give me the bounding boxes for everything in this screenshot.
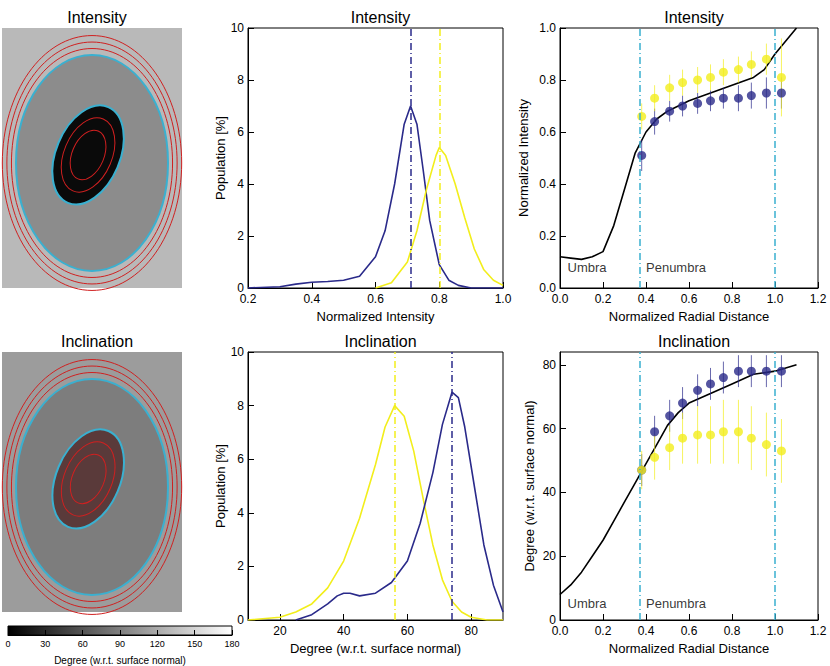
- svg-text:1.0: 1.0: [539, 21, 556, 35]
- svg-text:0.6: 0.6: [681, 292, 698, 306]
- svg-text:6: 6: [237, 125, 244, 139]
- svg-text:Normalized Radial Distance: Normalized Radial Distance: [609, 309, 769, 324]
- svg-text:0: 0: [237, 281, 244, 295]
- svg-text:Penumbra: Penumbra: [646, 260, 707, 275]
- svg-text:4: 4: [237, 177, 244, 191]
- svg-text:Population [%]: Population [%]: [213, 444, 228, 528]
- svg-text:0.2: 0.2: [595, 292, 612, 306]
- svg-text:6: 6: [237, 452, 244, 466]
- svg-text:1.2: 1.2: [810, 292, 827, 306]
- svg-text:60: 60: [543, 422, 557, 436]
- svg-text:Inclination: Inclination: [61, 333, 133, 350]
- svg-text:0.0: 0.0: [552, 292, 569, 306]
- svg-text:10: 10: [231, 345, 245, 359]
- svg-text:2: 2: [237, 229, 244, 243]
- svg-text:Normalized Radial Distance: Normalized Radial Distance: [609, 641, 769, 656]
- svg-text:0: 0: [237, 613, 244, 627]
- svg-text:0.8: 0.8: [724, 292, 741, 306]
- svg-text:Intensity: Intensity: [351, 9, 411, 26]
- svg-text:Umbra: Umbra: [568, 596, 608, 611]
- svg-text:1.0: 1.0: [767, 624, 784, 638]
- svg-text:Inclination: Inclination: [344, 333, 416, 350]
- svg-text:0.8: 0.8: [724, 624, 741, 638]
- svg-text:2: 2: [237, 559, 244, 573]
- svg-text:0: 0: [5, 639, 10, 649]
- svg-text:20: 20: [273, 624, 287, 638]
- svg-text:20: 20: [543, 549, 557, 563]
- svg-text:1.0: 1.0: [495, 292, 512, 306]
- svg-text:40: 40: [337, 624, 351, 638]
- svg-text:0.4: 0.4: [539, 177, 556, 191]
- svg-text:0.0: 0.0: [552, 624, 569, 638]
- svg-text:Normalized Intensity: Normalized Intensity: [516, 99, 531, 217]
- svg-text:8: 8: [237, 399, 244, 413]
- svg-text:Umbra: Umbra: [568, 260, 608, 275]
- svg-text:Population [%]: Population [%]: [213, 116, 228, 200]
- svg-text:0.6: 0.6: [539, 125, 556, 139]
- svg-text:180: 180: [224, 639, 239, 649]
- svg-text:4: 4: [237, 506, 244, 520]
- svg-text:40: 40: [543, 485, 557, 499]
- svg-text:30: 30: [40, 639, 50, 649]
- svg-text:0.8: 0.8: [431, 292, 448, 306]
- svg-text:0.4: 0.4: [638, 292, 655, 306]
- svg-text:0.4: 0.4: [638, 624, 655, 638]
- svg-text:80: 80: [464, 624, 478, 638]
- svg-text:0.6: 0.6: [681, 624, 698, 638]
- svg-text:0.0: 0.0: [539, 281, 556, 295]
- svg-text:60: 60: [401, 624, 415, 638]
- svg-text:80: 80: [543, 358, 557, 372]
- svg-text:0.4: 0.4: [303, 292, 320, 306]
- svg-text:120: 120: [150, 639, 165, 649]
- svg-text:Normalized Intensity: Normalized Intensity: [317, 309, 435, 324]
- svg-text:0.8: 0.8: [539, 73, 556, 87]
- svg-text:10: 10: [231, 21, 245, 35]
- svg-text:0.2: 0.2: [539, 229, 556, 243]
- svg-text:150: 150: [187, 639, 202, 649]
- svg-text:0.2: 0.2: [240, 292, 257, 306]
- svg-text:Degree (w.r.t. surface normal): Degree (w.r.t. surface normal): [54, 655, 186, 666]
- svg-text:Inclination: Inclination: [658, 333, 730, 350]
- svg-text:Penumbra: Penumbra: [646, 596, 707, 611]
- svg-text:1.2: 1.2: [810, 624, 827, 638]
- svg-text:0.2: 0.2: [595, 624, 612, 638]
- svg-text:90: 90: [115, 639, 125, 649]
- svg-text:0.6: 0.6: [367, 292, 384, 306]
- svg-text:Intensity: Intensity: [67, 9, 127, 26]
- svg-text:60: 60: [78, 639, 88, 649]
- svg-text:8: 8: [237, 73, 244, 87]
- svg-text:Intensity: Intensity: [664, 9, 724, 26]
- svg-text:0: 0: [549, 613, 556, 627]
- svg-text:1.0: 1.0: [767, 292, 784, 306]
- svg-text:Degree (w.r.t. surface normal): Degree (w.r.t. surface normal): [290, 641, 461, 656]
- svg-text:Degree (w.r.t. surface normal): Degree (w.r.t. surface normal): [522, 400, 537, 571]
